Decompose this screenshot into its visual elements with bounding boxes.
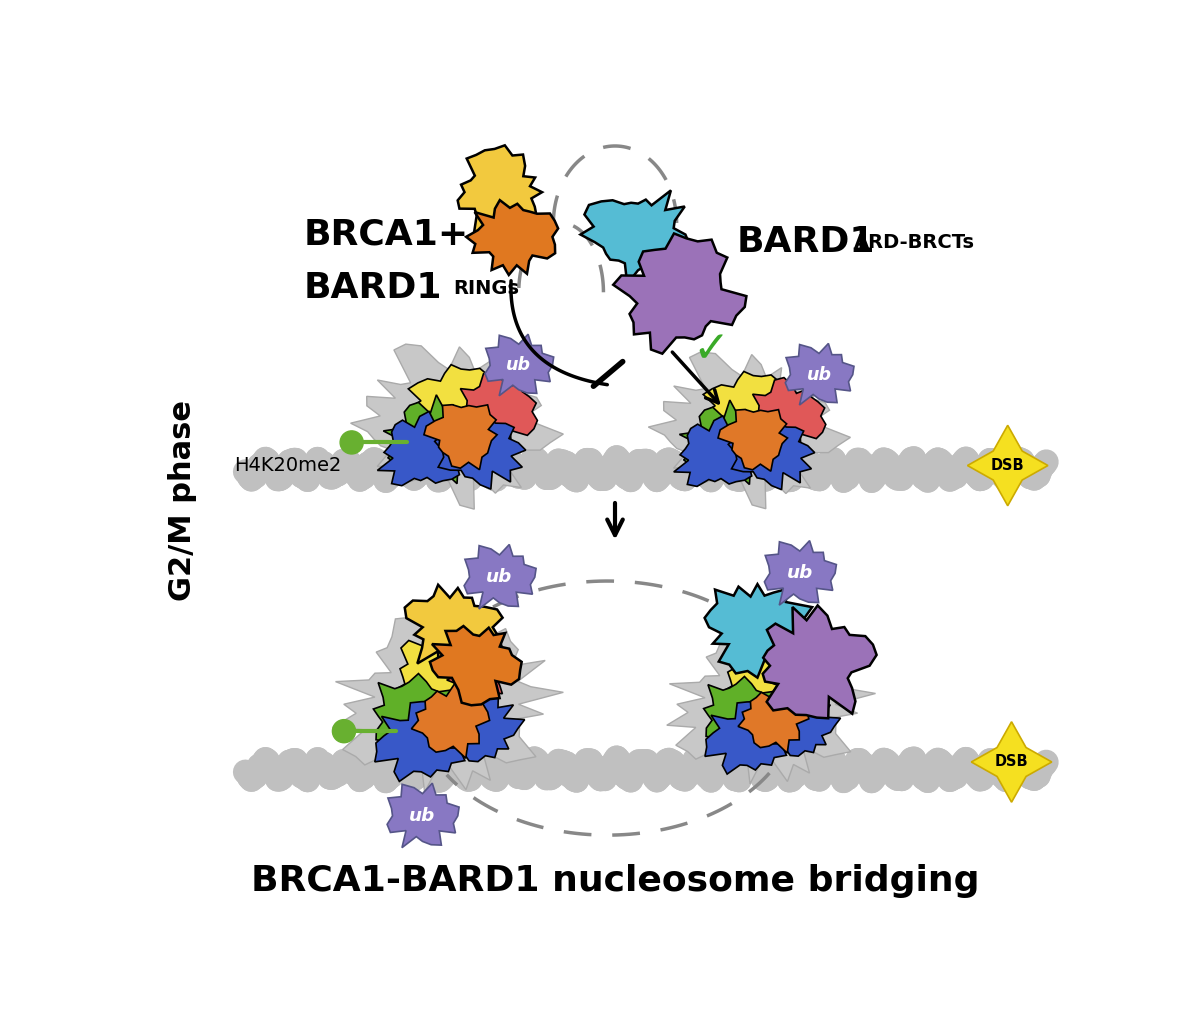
FancyArrowPatch shape bbox=[607, 503, 623, 536]
Text: RINGs: RINGs bbox=[454, 279, 520, 298]
FancyArrowPatch shape bbox=[672, 352, 719, 402]
Polygon shape bbox=[703, 677, 786, 754]
Polygon shape bbox=[718, 410, 787, 471]
Polygon shape bbox=[464, 545, 536, 609]
Polygon shape bbox=[679, 400, 774, 484]
Text: BRCA1+: BRCA1+ bbox=[304, 217, 468, 252]
Text: ARD-BRCTs: ARD-BRCTs bbox=[853, 232, 974, 252]
Polygon shape bbox=[350, 344, 563, 509]
Circle shape bbox=[340, 431, 364, 454]
Polygon shape bbox=[785, 343, 854, 406]
Polygon shape bbox=[450, 371, 538, 445]
Polygon shape bbox=[332, 614, 563, 793]
Polygon shape bbox=[764, 541, 836, 605]
Text: ub: ub bbox=[806, 366, 832, 384]
Text: H4K20me2: H4K20me2 bbox=[234, 456, 342, 475]
Polygon shape bbox=[648, 352, 851, 509]
Polygon shape bbox=[373, 674, 464, 759]
Polygon shape bbox=[704, 584, 812, 678]
Polygon shape bbox=[673, 416, 757, 486]
Polygon shape bbox=[466, 200, 558, 275]
Text: ✓: ✓ bbox=[692, 329, 730, 372]
Polygon shape bbox=[971, 722, 1051, 802]
Polygon shape bbox=[728, 419, 815, 489]
Polygon shape bbox=[383, 395, 482, 483]
Polygon shape bbox=[667, 623, 876, 784]
Text: ub: ub bbox=[787, 564, 812, 583]
Polygon shape bbox=[412, 684, 490, 758]
Polygon shape bbox=[967, 425, 1048, 506]
Text: DSB: DSB bbox=[995, 755, 1028, 769]
Polygon shape bbox=[434, 415, 526, 489]
Circle shape bbox=[332, 720, 355, 742]
Text: BARD1: BARD1 bbox=[304, 271, 442, 305]
Polygon shape bbox=[763, 605, 877, 718]
Text: ub: ub bbox=[409, 807, 436, 825]
Text: BRCA1-BARD1 nucleosome bridging: BRCA1-BARD1 nucleosome bridging bbox=[251, 864, 979, 898]
Polygon shape bbox=[581, 190, 689, 284]
Polygon shape bbox=[424, 404, 497, 470]
Polygon shape bbox=[408, 365, 515, 453]
Polygon shape bbox=[457, 145, 542, 233]
Polygon shape bbox=[770, 656, 823, 702]
Polygon shape bbox=[738, 686, 809, 753]
Polygon shape bbox=[389, 638, 500, 739]
Text: ub: ub bbox=[506, 356, 532, 375]
Polygon shape bbox=[446, 651, 505, 702]
Polygon shape bbox=[431, 689, 524, 762]
Polygon shape bbox=[704, 701, 786, 774]
Text: ub: ub bbox=[486, 568, 512, 586]
Text: BARD1: BARD1 bbox=[737, 225, 875, 259]
Text: DSB: DSB bbox=[991, 458, 1025, 473]
Polygon shape bbox=[430, 626, 522, 706]
Polygon shape bbox=[388, 783, 460, 848]
Text: G2/M phase: G2/M phase bbox=[168, 399, 197, 601]
Polygon shape bbox=[613, 233, 746, 353]
Polygon shape bbox=[377, 412, 464, 485]
Polygon shape bbox=[718, 644, 818, 736]
Polygon shape bbox=[374, 701, 464, 781]
Polygon shape bbox=[485, 334, 553, 396]
Polygon shape bbox=[703, 372, 804, 455]
Polygon shape bbox=[404, 585, 503, 674]
Polygon shape bbox=[743, 378, 826, 449]
Polygon shape bbox=[756, 690, 840, 756]
